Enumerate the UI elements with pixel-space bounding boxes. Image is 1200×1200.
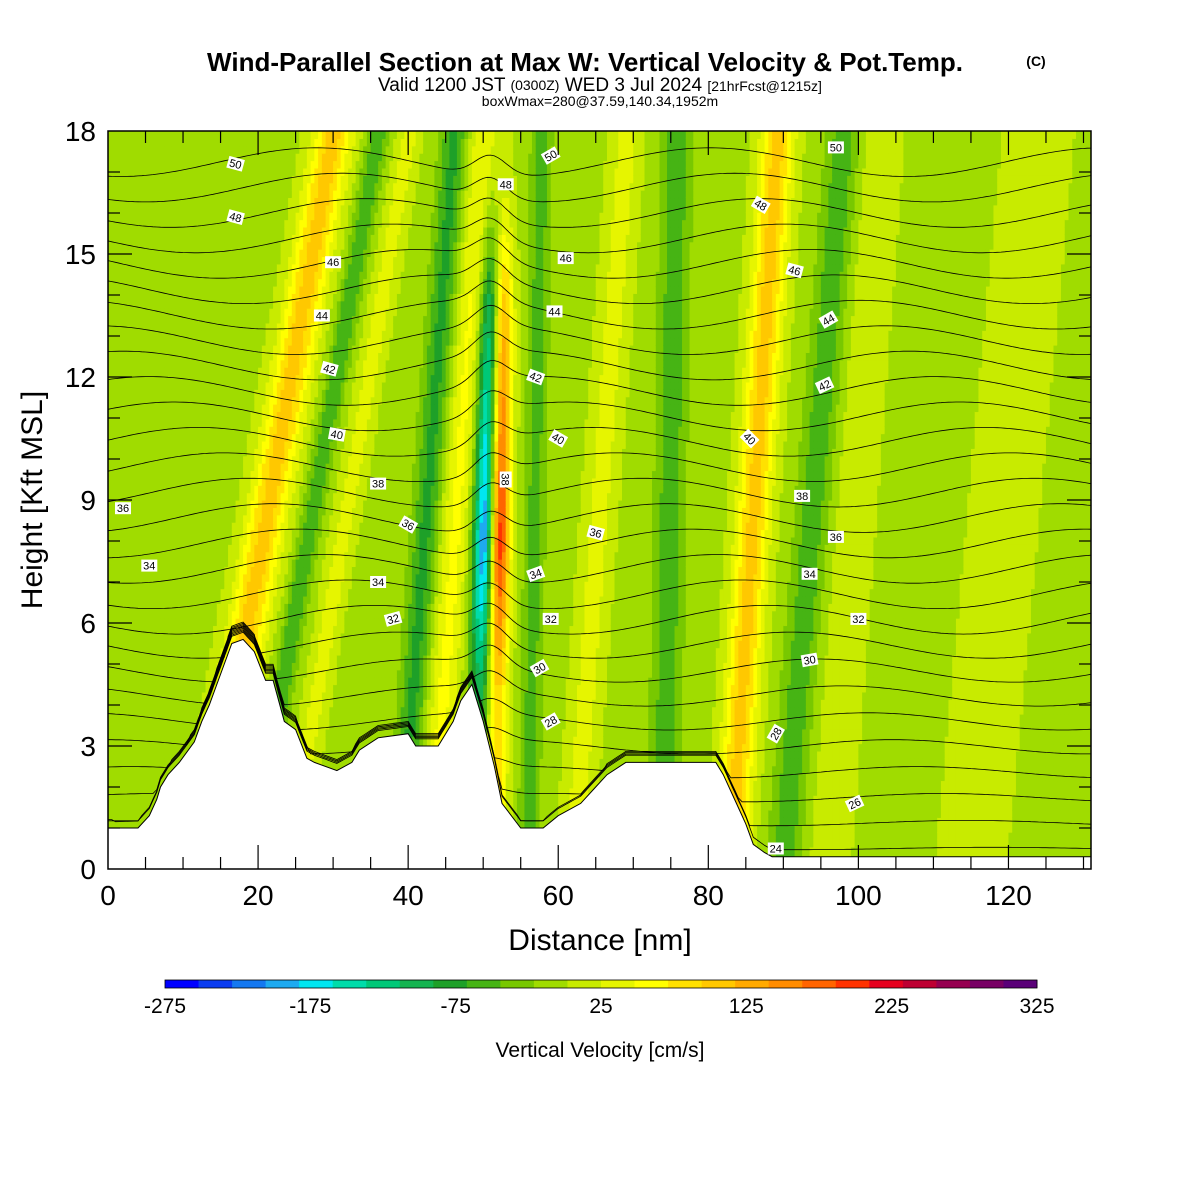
colorbar-swatch bbox=[232, 980, 266, 988]
theta-label: 34 bbox=[370, 576, 386, 589]
theta-label-text: 46 bbox=[560, 253, 572, 265]
theta-label-text: 48 bbox=[500, 179, 512, 191]
theta-label-text: 36 bbox=[117, 503, 129, 515]
theta-label-text: 24 bbox=[770, 844, 782, 856]
theta-label-text: 36 bbox=[830, 532, 842, 544]
y-tick-label: 18 bbox=[65, 116, 96, 147]
theta-label: 40 bbox=[328, 427, 346, 443]
theta-label: 30 bbox=[801, 653, 819, 669]
theta-label: 46 bbox=[325, 256, 341, 269]
colorbar-tick-labels: -275 -175 -75 25 125 225 325 bbox=[144, 995, 1055, 1018]
theta-label-text: 40 bbox=[330, 428, 344, 442]
theta-label-text: 50 bbox=[830, 142, 842, 154]
colorbar-swatch bbox=[903, 980, 937, 988]
theta-label-text: 32 bbox=[852, 614, 864, 626]
theta-label-text: 34 bbox=[372, 577, 384, 589]
theta-label: 46 bbox=[558, 252, 574, 265]
subtitle-utc: (0300Z) bbox=[510, 77, 559, 93]
y-tick-label: 6 bbox=[80, 608, 96, 639]
chart-box-info: boxWmax=280@37.59,140.34,1952m bbox=[482, 93, 718, 109]
theta-label: 44 bbox=[547, 305, 563, 318]
colorbar-swatch bbox=[936, 980, 970, 988]
y-tick-label: 0 bbox=[80, 854, 96, 885]
colorbar-label: Vertical Velocity [cm/s] bbox=[496, 1039, 705, 1062]
y-axis-label: Height [Kft MSL] bbox=[16, 391, 49, 609]
x-tick-label: 60 bbox=[543, 880, 574, 911]
theta-label-text: 46 bbox=[327, 257, 339, 269]
colorbar-swatch bbox=[534, 980, 568, 988]
colorbar-swatch bbox=[199, 980, 233, 988]
x-tick-label: 100 bbox=[835, 880, 882, 911]
colorbar-tick-label: 25 bbox=[589, 995, 612, 1018]
colorbar-tick-label: -275 bbox=[144, 995, 186, 1018]
theta-label: 24 bbox=[768, 843, 784, 856]
theta-label-text: 44 bbox=[548, 306, 560, 318]
colorbar-tick-label: 125 bbox=[729, 995, 764, 1018]
colorbar-swatch bbox=[567, 980, 601, 988]
theta-label-text: 30 bbox=[803, 654, 817, 668]
subtitle-forecast: [21hrFcst@1215z] bbox=[707, 78, 822, 94]
x-tick-label: 0 bbox=[100, 880, 116, 911]
theta-label-text: 38 bbox=[499, 473, 511, 485]
theta-label: 38 bbox=[499, 472, 512, 488]
theta-label: 32 bbox=[850, 613, 866, 626]
theta-label-text: 32 bbox=[545, 614, 557, 626]
colorbar-swatch bbox=[1003, 980, 1037, 988]
y-tick-label: 9 bbox=[80, 485, 96, 516]
theta-label: 38 bbox=[794, 490, 810, 503]
colorbar-tick-label: 325 bbox=[1019, 995, 1054, 1018]
theta-label: 34 bbox=[802, 568, 818, 581]
theta-label-text: 38 bbox=[796, 491, 808, 503]
colorbar-swatch bbox=[869, 980, 903, 988]
plot-area: 5048464442403836343236345048464442403836… bbox=[108, 124, 1092, 871]
theta-label-text: 44 bbox=[316, 311, 328, 323]
colorbar-swatch bbox=[467, 980, 501, 988]
colorbar-swatch bbox=[400, 980, 434, 988]
colorbar bbox=[165, 980, 1038, 988]
y-tick-label: 12 bbox=[65, 362, 96, 393]
theta-label-text: 34 bbox=[803, 569, 815, 581]
colorbar-swatch bbox=[266, 980, 300, 988]
colorbar-swatch bbox=[769, 980, 803, 988]
chart-title-mark: (C) bbox=[1026, 53, 1045, 69]
theta-label: 36 bbox=[115, 502, 131, 515]
colorbar-swatch bbox=[500, 980, 534, 988]
x-tick-label: 20 bbox=[242, 880, 273, 911]
x-tick-label: 80 bbox=[693, 880, 724, 911]
colorbar-swatch bbox=[668, 980, 702, 988]
y-tick-label: 3 bbox=[80, 731, 96, 762]
theta-label-text: 38 bbox=[372, 479, 384, 491]
colorbar-swatch bbox=[333, 980, 367, 988]
x-tick-label: 40 bbox=[393, 880, 424, 911]
colorbar-swatch bbox=[735, 980, 769, 988]
colorbar-swatch bbox=[366, 980, 400, 988]
colorbar-swatch bbox=[299, 980, 333, 988]
theta-label: 50 bbox=[828, 141, 844, 154]
colorbar-swatch bbox=[970, 980, 1004, 988]
x-tick-labels: 0 20 40 60 80 100 120 bbox=[100, 880, 1032, 911]
x-tick-label: 120 bbox=[985, 880, 1032, 911]
theta-label: 44 bbox=[314, 310, 330, 323]
colorbar-tick-label: -175 bbox=[289, 995, 331, 1018]
colorbar-tick-label: -75 bbox=[441, 995, 471, 1018]
colorbar-swatch bbox=[836, 980, 870, 988]
theta-label: 38 bbox=[370, 478, 386, 491]
colorbar-swatch bbox=[601, 980, 635, 988]
theta-label: 34 bbox=[141, 560, 157, 573]
y-tick-labels: 0 3 6 9 12 15 18 bbox=[65, 116, 96, 885]
colorbar-swatch bbox=[433, 980, 467, 988]
y-tick-label: 15 bbox=[65, 239, 96, 270]
theta-label: 36 bbox=[828, 531, 844, 544]
colorbar-swatch bbox=[165, 980, 199, 988]
chart-title: Wind-Parallel Section at Max W: Vertical… bbox=[207, 47, 963, 77]
x-axis-label: Distance [nm] bbox=[508, 924, 691, 957]
theta-label: 48 bbox=[498, 178, 514, 191]
colorbar-swatch bbox=[702, 980, 736, 988]
colorbar-tick-label: 225 bbox=[874, 995, 909, 1018]
colorbar-swatch bbox=[802, 980, 836, 988]
theta-label: 32 bbox=[543, 613, 559, 626]
theta-label-text: 34 bbox=[143, 561, 155, 573]
colorbar-swatch bbox=[635, 980, 669, 988]
